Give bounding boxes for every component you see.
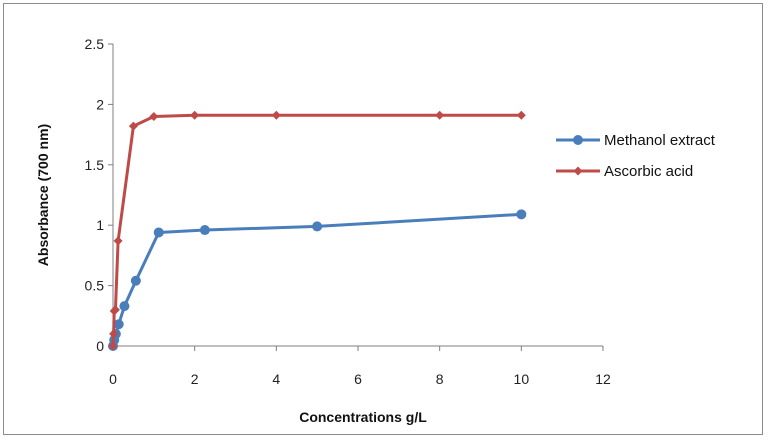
data-point [199,225,210,236]
data-point [271,110,281,120]
data-point [516,110,526,120]
x-tick-label: 6 [354,371,362,387]
x-tick-label: 0 [109,371,117,387]
y-axis-title: Absorbance (700 nm) [35,124,51,266]
data-point [113,319,124,330]
y-tick-label: 2.5 [85,36,105,52]
legend: Methanol extract Ascorbic acid [556,132,716,180]
legend-marker-methanol-extract [573,135,583,145]
y-tick-label: 0 [96,338,104,354]
series-0 [108,209,527,351]
legend-label-ascorbic-acid: Ascorbic acid [604,163,693,180]
data-point [149,111,159,121]
data-point [130,275,141,286]
data-point [110,305,120,315]
y-tick-labels: 0 0.5 1 1.5 2 2.5 [85,36,105,354]
data-point [516,209,527,220]
legend-item-ascorbic-acid: Ascorbic acid [556,163,693,180]
x-tick-labels: 0 2 4 6 8 10 12 [109,371,611,387]
x-tick-label: 10 [514,371,530,387]
y-tick-label: 1.5 [85,157,105,173]
legend-label-methanol-extract: Methanol extract [604,132,716,149]
legend-marker-ascorbic-acid [573,166,583,176]
data-point [109,329,119,339]
x-tick-label: 8 [436,371,444,387]
data-point [113,236,123,246]
data-point [435,110,445,120]
x-tick-label: 4 [272,371,280,387]
line-chart: 0 2 4 6 8 10 12 0 0.5 1 1.5 2 2.5 Concentrations g/… [35,36,716,425]
legend-item-methanol-extract: Methanol extract [556,132,716,149]
x-tick-label: 2 [191,371,199,387]
chart-frame: 0 2 4 6 8 10 12 0 0.5 1 1.5 2 2.5 Concentrations g/… [3,3,763,435]
tick-marks [108,43,604,351]
y-tick-label: 1 [96,217,104,233]
y-tick-label: 2 [96,96,104,112]
series-1 [108,110,526,351]
series-layer [108,110,527,351]
y-tick-label: 0.5 [85,278,105,294]
series-line [111,212,522,347]
data-point [128,121,138,131]
x-tick-label: 12 [595,371,611,387]
axes [112,44,603,347]
x-axis-title: Concentrations g/L [299,409,427,425]
data-point [190,110,200,120]
data-point [119,301,130,312]
data-point [312,221,323,232]
data-point [153,227,164,238]
data-point [108,341,118,351]
